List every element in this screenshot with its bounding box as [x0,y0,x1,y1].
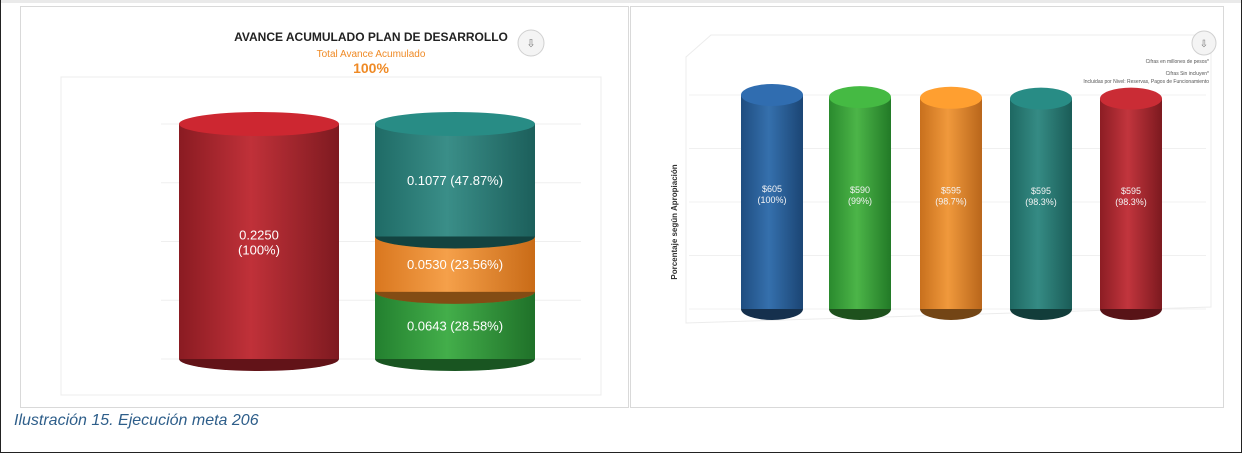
bar [375,124,535,237]
data-label: (98.3%) [1025,197,1057,207]
bar-body [920,97,982,309]
export-button[interactable]: ⇩ [517,29,545,57]
bar-body [741,95,803,309]
bar: $605(100%) [741,84,803,320]
bar-body [1010,98,1072,309]
data-label: (100%) [238,243,280,258]
data-label: $605 [762,184,782,194]
figure-caption: Ilustración 15. Ejecución meta 206 [14,412,259,429]
bar [179,124,339,359]
data-label: 0.2250 [239,228,279,243]
left-chart-svg: AVANCE ACUMULADO PLAN DE DESARROLLO Tota… [60,29,602,396]
bar-top [1010,87,1072,110]
bar-body [829,97,891,309]
bar: $595(98.3%) [1010,87,1072,320]
data-label: $595 [941,185,961,195]
bar-top [1100,87,1162,110]
data-label: (100%) [757,195,786,205]
right-bars: $605(100%)$590(99%)$595(98.7%)$595(98.3%… [741,84,1162,320]
bar-top [829,86,891,109]
bar: $595(98.3%) [1100,87,1162,320]
y-axis-label: Porcentaje según Apropiación [670,164,679,279]
bar: $595(98.7%) [920,86,982,320]
right-chart-svg: Porcentaje según Apropiación Cifras en m… [670,30,1217,324]
data-label: $595 [1031,186,1051,196]
data-label: $595 [1121,186,1141,196]
bar-top [375,112,535,136]
left-chart-panel: AVANCE ACUMULADO PLAN DE DESARROLLO Tota… [20,6,629,408]
bar-top [741,84,803,106]
data-label: (98.3%) [1115,197,1147,207]
download-icon: ⇩ [526,38,535,50]
legend-line-1: Cifras en millones de pesos* [1146,59,1209,65]
bar-segment: 0.2250(100%) [179,112,339,371]
chart-title: AVANCE ACUMULADO PLAN DE DESARROLLO [234,30,508,44]
left-bars: 0.2250(100%) 0.0643 (28.58%) 0.0530 (23.56… [179,112,535,371]
data-label: 0.1077 (47.87%) [407,173,503,188]
legend-line-3: Incluidas por Nivel: Reservas, Pagos de … [1083,79,1209,85]
export-button[interactable]: ⇩ [1191,30,1217,56]
frame-top-band [1,0,1241,3]
legend-line-2: Cifras Sin incluyen* [1166,71,1209,77]
bar: $590(99%) [829,86,891,320]
bar-top [179,112,339,136]
data-label: 0.0643 (28.58%) [407,318,503,333]
data-label: (99%) [848,196,872,206]
bar-body [1100,98,1162,309]
download-icon: ⇩ [1200,39,1208,50]
data-label: 0.0530 (23.56%) [407,257,503,272]
bar-segment: 0.1077 (47.87%) [375,112,535,249]
data-label: $590 [850,185,870,195]
data-label: (98.7%) [935,196,967,206]
chart-total: 100% [353,60,389,76]
chart-subtitle: Total Avance Acumulado [317,49,426,60]
right-chart-panel: Porcentaje según Apropiación Cifras en m… [630,6,1224,408]
bar-top [920,86,982,109]
